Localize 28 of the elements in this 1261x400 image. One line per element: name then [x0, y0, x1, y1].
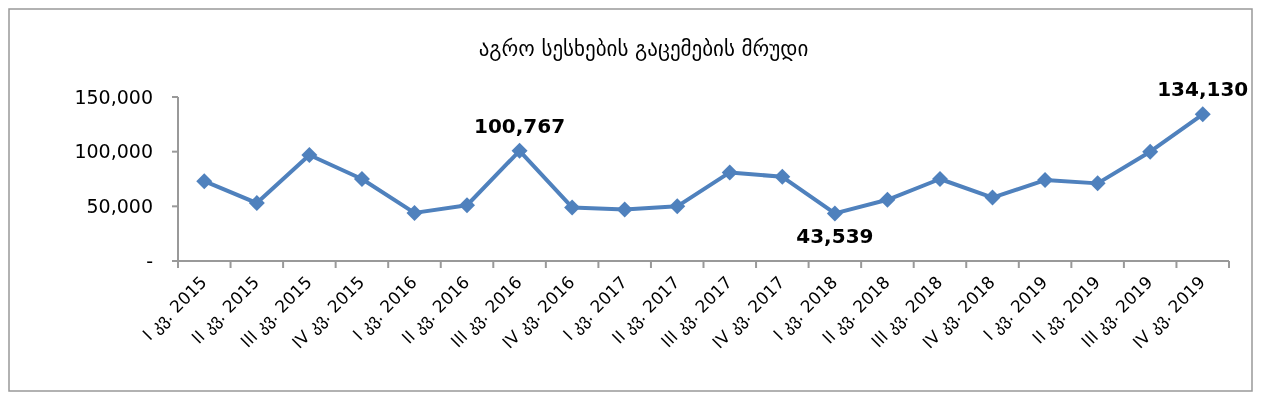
point [931, 171, 948, 187]
point [1142, 143, 1159, 160]
data-label: 43,539 [796, 224, 874, 249]
point [616, 201, 633, 218]
point [1037, 172, 1054, 189]
point [669, 198, 686, 215]
data-label: 134,130 [1157, 77, 1249, 102]
point [406, 204, 423, 221]
chart-title: აგრო სესხების გაცემების მრუდი [478, 37, 809, 61]
point [353, 171, 370, 187]
point [301, 146, 318, 163]
point [564, 199, 581, 216]
point [248, 195, 265, 212]
data-label: 100,767 [474, 113, 566, 138]
point [511, 142, 528, 159]
point [1194, 106, 1211, 123]
point [459, 197, 476, 214]
point [984, 189, 1001, 206]
y-tick-label: 50,000 [86, 194, 153, 217]
y-tick-label: - [146, 249, 153, 272]
point [774, 168, 791, 185]
y-tick-label: 100,000 [74, 140, 153, 163]
y-tick-label: 150,000 [74, 85, 153, 108]
point [196, 173, 213, 190]
point [721, 164, 738, 181]
point [826, 205, 843, 222]
point [1089, 175, 1106, 192]
point [879, 191, 896, 208]
